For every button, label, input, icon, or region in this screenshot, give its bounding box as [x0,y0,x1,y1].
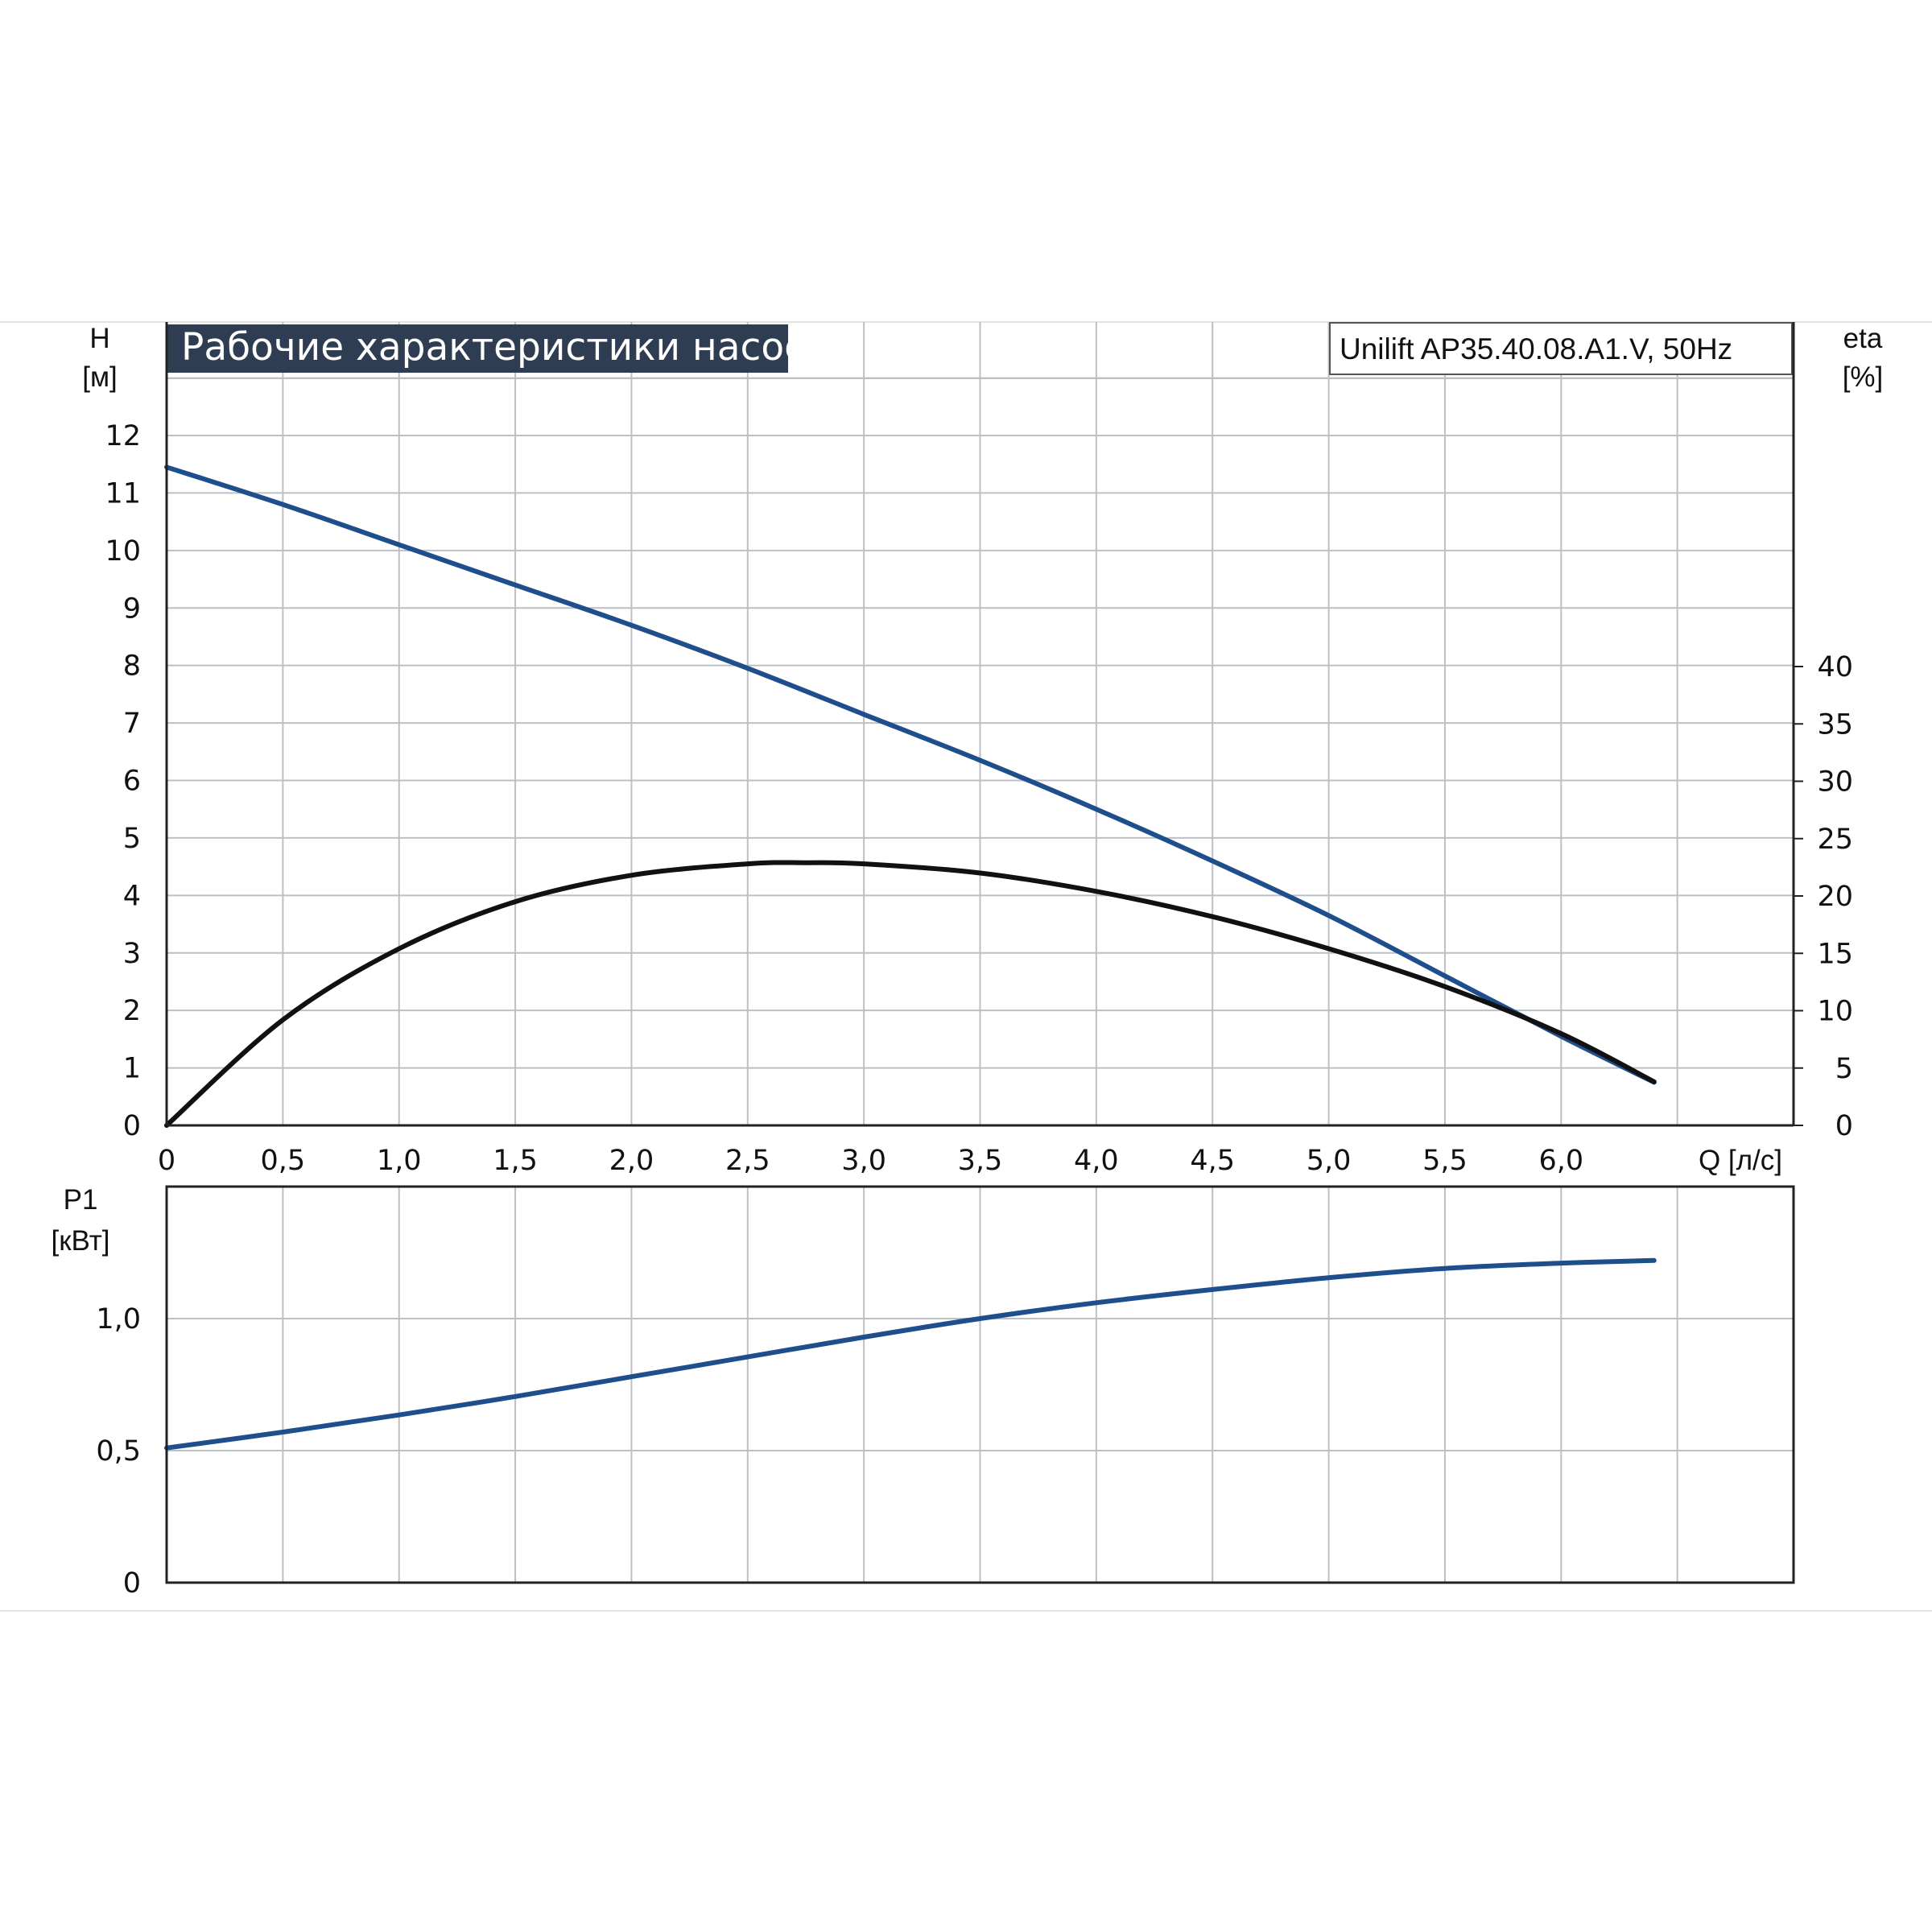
efficiency-curve [164,860,1657,1128]
y-axis-unit-h: [м] [82,361,118,393]
x-tick-label: 2,0 [609,1145,654,1177]
chart-title-background [167,324,788,373]
y-tick-label: 2 [123,995,141,1027]
model-label-background [1329,322,1793,375]
x-axis-label-q: Q [л/с] [1699,1145,1782,1176]
y2-axis-label-eta: eta [1843,323,1883,354]
curves [164,464,1657,1451]
y2-tick-label: 35 [1817,708,1853,741]
y-tick-label: 1 [123,1053,141,1085]
x-tick-label: 3,0 [841,1145,886,1177]
y2-tick-label: 40 [1817,651,1853,683]
y-tick-label: 5 [123,823,141,855]
x-tick-label: 1,5 [493,1145,538,1177]
power-plot-grid [166,1187,1794,1583]
y-axis-label-h: H [89,323,109,354]
y2-tick-label: 25 [1817,824,1853,856]
plot-frames [165,322,1795,1584]
power-plot-frame [165,1185,1795,1584]
chart-title: Рабочие характеристики насоса [181,325,828,369]
y2-tick-label: 5 [1835,1053,1853,1085]
x-tick-label: 4,5 [1190,1145,1235,1177]
x-tick-label: 1,0 [377,1145,422,1177]
x-tick-label: 2,5 [725,1145,770,1177]
y2-tick-label: 15 [1817,938,1853,970]
y-axis-label-p1: P1 [64,1184,98,1216]
y2-tick-label: 20 [1817,881,1853,913]
tick-labels: 0 0,5 1,0 1,5 2,0 2,5 3,0 3,5 4,0 4,5 5,0 5,5 6,0012… [96,420,1853,1600]
head-curve [164,464,1657,1085]
separator-lines [0,321,1932,1612]
p1-tick-label: 0,5 [96,1435,141,1468]
y-axis-unit-p1: [кВт] [52,1225,110,1257]
y2-tick-label: 10 [1817,996,1853,1028]
x-tick-label: 5,0 [1307,1145,1352,1177]
y2-tick-label: 0 [1835,1110,1853,1142]
x-tick-label: 5,5 [1422,1145,1468,1177]
p1-tick-label: 0 [123,1567,141,1600]
head-plot-grid [166,322,1794,1125]
y-tick-label: 4 [123,880,141,912]
y-tick-label: 6 [123,766,141,798]
x-tick-label: 4,0 [1074,1145,1119,1177]
x-tick-label: 6,0 [1538,1145,1583,1177]
model-label-box: Unilift AP35.40.08.A1.V, 50Hz [1329,322,1793,375]
x-tick-label: 0 [158,1145,175,1177]
y-tick-label: 9 [123,592,141,625]
y-tick-label: 10 [105,535,141,568]
y2-axis-unit-eta: [%] [1843,361,1884,393]
y-tick-label: 0 [123,1110,141,1142]
chart-title-box: Рабочие характеристики насоса [167,324,828,373]
y-tick-label: 11 [105,477,141,510]
x-tick-label: 3,5 [958,1145,1003,1177]
y-tick-label: 8 [123,650,141,683]
y-tick-label: 3 [123,938,141,970]
power-curve [164,1257,1657,1451]
x-tick-label: 0,5 [261,1145,306,1177]
y2-tick-label: 30 [1817,766,1853,799]
axis-labels: H [м] eta [%] Q [л/с] P1 [кВт] [52,323,1884,1257]
y-tick-label: 12 [105,420,141,452]
model-label: Unilift AP35.40.08.A1.V, 50Hz [1340,332,1732,365]
p1-tick-label: 1,0 [96,1303,141,1335]
y-tick-label: 7 [123,708,141,740]
